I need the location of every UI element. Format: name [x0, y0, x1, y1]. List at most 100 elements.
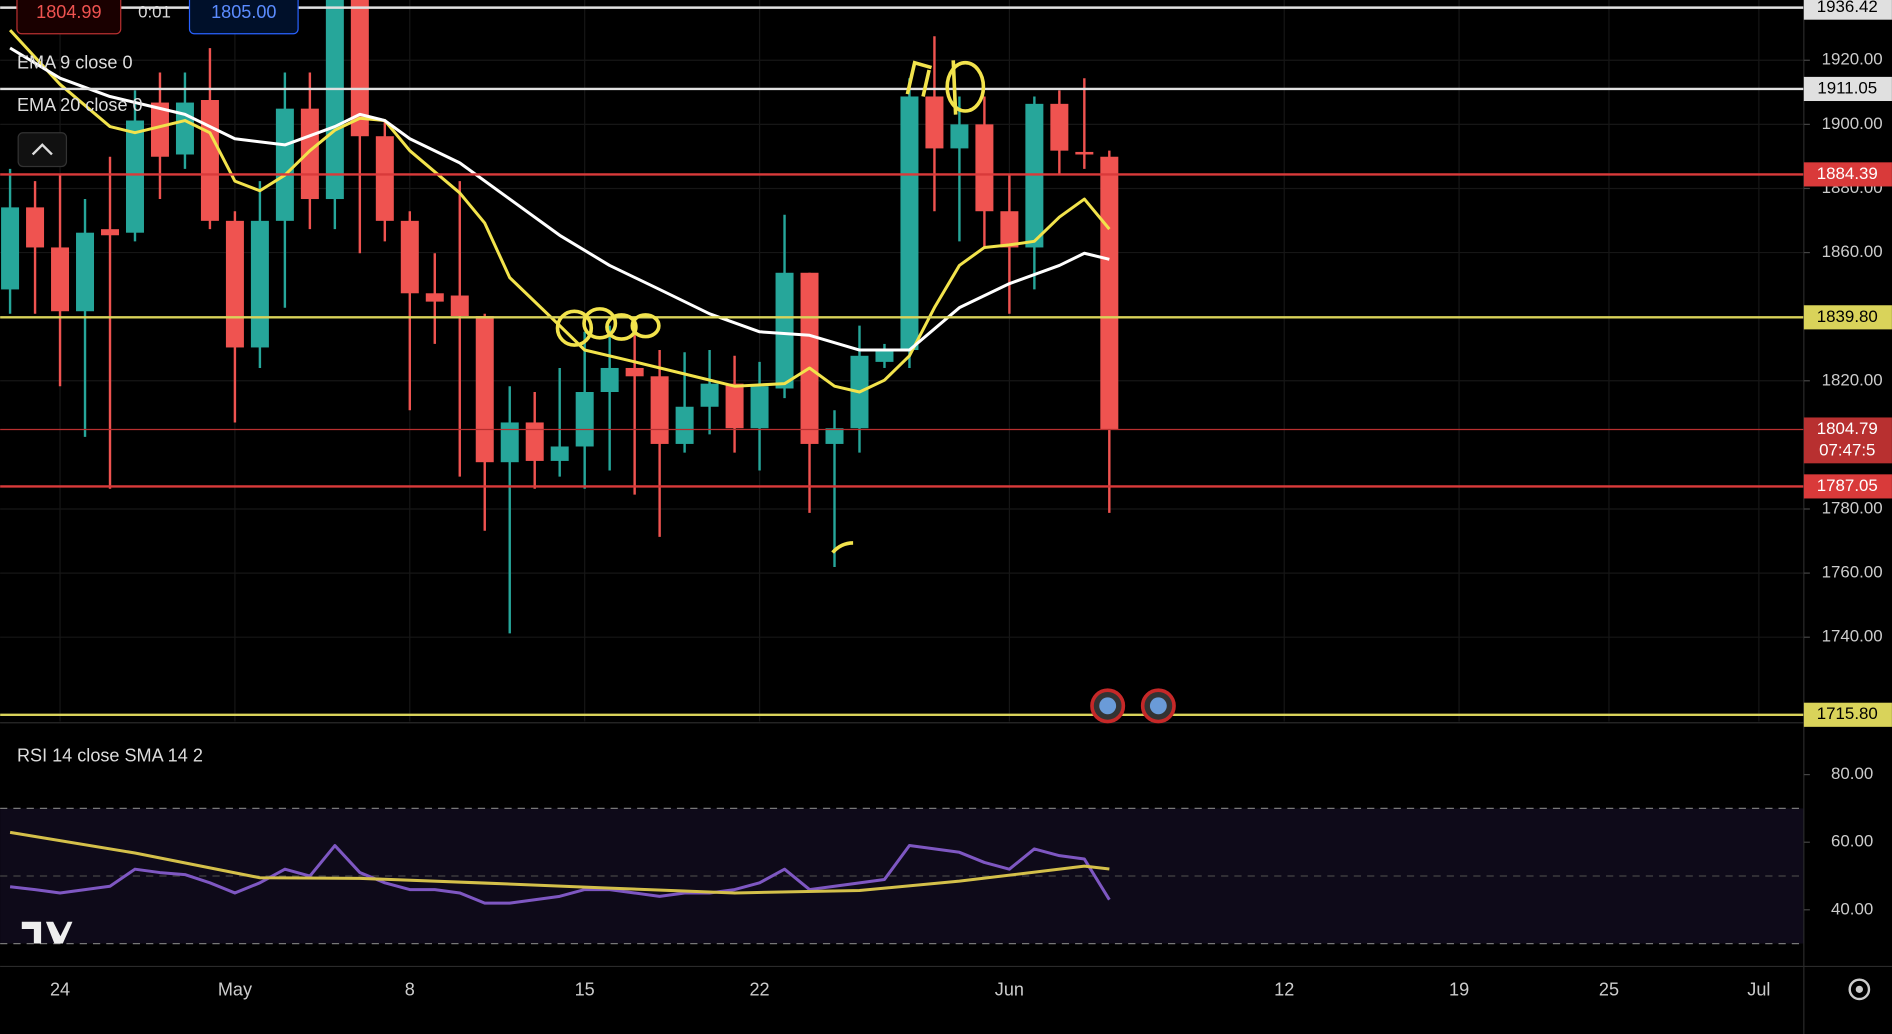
candle-body [1075, 151, 1094, 155]
flag [1099, 697, 1117, 715]
collapse-button[interactable] [17, 132, 68, 168]
x-tick-label: 24 [50, 979, 70, 999]
candle-body [550, 446, 569, 461]
candle-body [1050, 103, 1069, 151]
y-tick-label: 1780.00 [1822, 498, 1883, 517]
price-label-box [1803, 417, 1892, 464]
candle-body [600, 367, 619, 393]
candle-body [625, 367, 644, 377]
countdown-label: 07:47:5 [1819, 441, 1875, 460]
buy-button[interactable] [188, 0, 299, 35]
candle-body [525, 422, 544, 461]
y-tick-label: 1740.00 [1822, 627, 1883, 646]
legend-entry: EMA 20 close 0 [17, 95, 143, 115]
collapse-icon [31, 143, 53, 156]
price-label: 1804.79 [1817, 419, 1878, 438]
candle-body [400, 220, 419, 294]
candle-body [250, 220, 269, 348]
rsi-pane [0, 807, 1804, 945]
candle-body [975, 124, 994, 212]
ask-price: 1805.00 [211, 2, 276, 22]
y-tick-label: 1920.00 [1822, 50, 1883, 69]
candle-body [925, 96, 944, 149]
x-tick-label: 15 [575, 979, 595, 999]
y-tick-label: 80.00 [1831, 764, 1873, 783]
candle-body [725, 383, 744, 429]
candle-body [425, 293, 444, 302]
candle-body [700, 383, 719, 407]
candle-body [150, 102, 169, 157]
price-label: 1839.80 [1817, 307, 1878, 326]
price-label-box [1803, 162, 1892, 187]
candle-body [1000, 211, 1019, 248]
candle-body [900, 96, 919, 351]
candle-body [76, 232, 95, 312]
settings-button[interactable] [1848, 978, 1871, 1001]
axes: 1740.001760.001780.001820.001860.001880.… [50, 0, 1892, 999]
spread: 0:01 [138, 3, 171, 22]
price-label: 1936.42 [1817, 0, 1878, 16]
price-label: 1787.05 [1817, 476, 1878, 495]
candle-body [500, 422, 519, 463]
candle-body [350, 0, 369, 137]
candle-body [1100, 156, 1119, 430]
x-tick-label: May [218, 979, 252, 999]
candle-body [1025, 103, 1044, 248]
candle-body [475, 316, 494, 463]
y-tick-label: 60.00 [1831, 832, 1873, 851]
sell-button[interactable] [16, 0, 122, 35]
price-label-box [1803, 474, 1892, 499]
flag [1149, 697, 1167, 715]
line-series [9, 830, 1110, 895]
candle-body [950, 124, 969, 149]
candle-body [175, 102, 194, 155]
candle-body [275, 108, 294, 221]
candle-body [375, 136, 394, 221]
legend-entry: EMA 9 close 0 [17, 53, 133, 73]
line-series [9, 844, 1111, 905]
price-label: 1715.80 [1817, 704, 1878, 723]
bid-price: 1804.99 [36, 2, 101, 22]
candle-body [225, 220, 244, 348]
y-tick-label: 1860.00 [1822, 242, 1883, 261]
price-label: 1884.39 [1817, 164, 1878, 183]
line-series [8, 29, 1111, 394]
candle-body [575, 392, 594, 447]
price-pane [0, 0, 1804, 722]
price-label-box [1803, 305, 1892, 330]
x-tick-label: 8 [405, 979, 415, 999]
drawing [555, 60, 986, 554]
price-label-box [1803, 76, 1892, 102]
candle-body [875, 350, 894, 362]
candle-body [800, 272, 819, 444]
price-label-box [1803, 702, 1892, 727]
y-tick-label: 40.00 [1831, 899, 1873, 918]
event-markers[interactable] [1090, 688, 1176, 724]
price-label: 1911.05 [1817, 78, 1877, 97]
y-tick-label: 1820.00 [1822, 370, 1883, 389]
line-series [9, 46, 1110, 352]
candle-body [750, 386, 769, 429]
x-tick-label: 22 [750, 979, 770, 999]
y-tick-label: 1900.00 [1822, 114, 1883, 133]
x-tick-label: Jun [995, 979, 1024, 999]
x-tick-label: 19 [1449, 979, 1469, 999]
logo [21, 921, 73, 944]
indicator-title: RSI 14 close SMA 14 2 [17, 745, 203, 765]
x-tick-label: Jul [1747, 979, 1770, 999]
candle-body [325, 0, 344, 200]
candle-body [51, 247, 70, 312]
candle-body [300, 108, 319, 200]
price-label-box [1803, 0, 1892, 20]
x-tick-label: 12 [1274, 979, 1294, 999]
candle-body [650, 376, 669, 444]
candle-body [26, 207, 45, 248]
candle-body [775, 272, 794, 389]
candle-body [101, 229, 119, 236]
candle-body [675, 406, 694, 444]
candle-body [450, 295, 469, 317]
candle-body [825, 428, 844, 444]
y-tick-label: 1760.00 [1822, 563, 1883, 582]
